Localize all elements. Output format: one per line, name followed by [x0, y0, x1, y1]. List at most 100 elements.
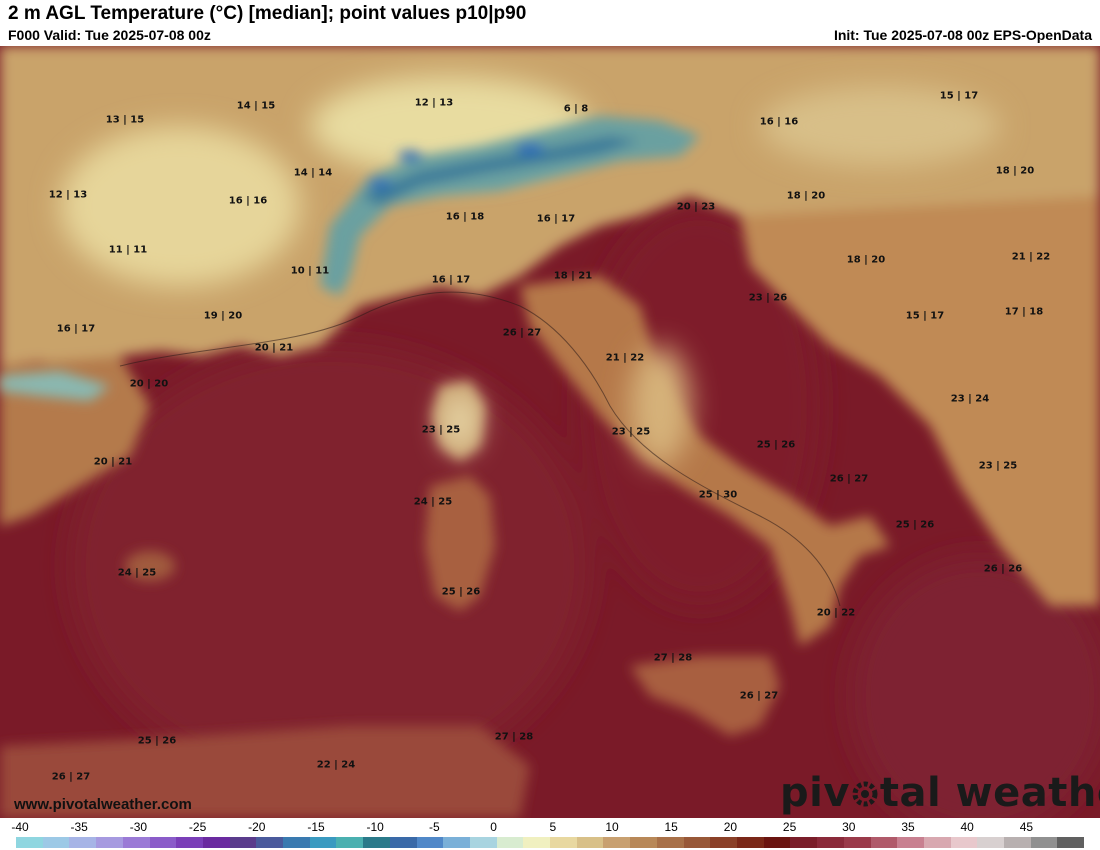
- colorbar-swatch: [897, 837, 924, 848]
- point-value-label: 20 | 21: [93, 456, 133, 468]
- colorbar-swatch: [443, 837, 470, 848]
- point-value-label: 16 | 16: [228, 195, 268, 207]
- map-canvas: [0, 46, 1100, 818]
- colorbar-swatch: [817, 837, 844, 848]
- colorbar-swatch: [603, 837, 631, 848]
- point-value-label: 10 | 11: [290, 265, 330, 277]
- point-value-label: 26 | 26: [983, 563, 1023, 575]
- colorbar-swatch: [229, 837, 257, 848]
- colorbar-swatch: [1004, 837, 1031, 848]
- colorbar-tick-label: 25: [782, 820, 797, 834]
- point-value-label: 14 | 15: [236, 100, 276, 112]
- point-value-label: 12 | 13: [414, 97, 454, 109]
- colorbar-swatch: [736, 837, 764, 848]
- gear-icon: [852, 781, 878, 807]
- colorbar-swatch: [469, 837, 497, 848]
- colorbar-swatch: [283, 837, 310, 848]
- point-value-label: 15 | 17: [905, 310, 945, 322]
- colorbar-swatch: [202, 837, 230, 848]
- colorbar: -40 -35 -30 -25 -20 -15 -10 -5 0 5 10 15 20 25 30 35 40 4…: [0, 818, 1100, 850]
- colorbar-swatch: [1030, 837, 1058, 848]
- point-value-label: 20 | 21: [254, 342, 294, 354]
- colorbar-swatch: [656, 837, 684, 848]
- colorbar-swatch: [363, 837, 390, 848]
- point-value-label: 14 | 14: [293, 167, 333, 179]
- point-value-label: 22 | 24: [316, 759, 356, 771]
- coastline: [119, 291, 841, 607]
- colorbar-swatch: [683, 837, 711, 848]
- point-value-label: 18 | 20: [846, 254, 886, 266]
- map-title: 2 m AGL Temperature (°C) [median]; point…: [8, 3, 527, 24]
- point-value-label: 11 | 11: [108, 244, 148, 256]
- colorbar-tick-label: -15: [307, 820, 325, 834]
- colorbar-swatch: [576, 837, 604, 848]
- point-value-label: 16 | 16: [759, 116, 799, 128]
- colorbar-swatch: [176, 837, 203, 848]
- point-value-label: 21 | 22: [605, 352, 645, 364]
- colorbar-swatch: [790, 837, 818, 848]
- colorbar-swatch: [309, 837, 337, 848]
- alps-region: [0, 116, 700, 401]
- colorbar-tick-label: 20: [723, 820, 738, 834]
- colorbar-tick-label: 30: [842, 820, 856, 834]
- colorbar-swatch: [96, 837, 123, 848]
- colorbar-tick-label: 15: [664, 820, 678, 834]
- colorbar-tick-label: 0: [490, 820, 497, 834]
- colorbar-tick-label: -20: [248, 820, 266, 834]
- colorbar-swatch: [42, 837, 70, 848]
- colorbar-tick-label: 45: [1019, 820, 1034, 834]
- point-value-label: 23 | 25: [421, 424, 461, 436]
- point-value-label: 13 | 15: [105, 114, 145, 126]
- point-value-label: 17 | 18: [1004, 306, 1044, 318]
- point-value-label: 18 | 20: [995, 165, 1035, 177]
- point-value-label: 18 | 21: [553, 270, 593, 282]
- colorbar-tick-label: 5: [549, 820, 557, 834]
- point-value-label: 24 | 25: [117, 567, 157, 579]
- colorbar-swatch: [389, 837, 417, 848]
- colorbar-swatch: [69, 837, 97, 848]
- point-value-label: 15 | 17: [939, 90, 979, 102]
- point-value-label: 26 | 27: [51, 771, 91, 783]
- colorbar-swatch: [256, 837, 284, 848]
- colorbar-swatch: [870, 837, 898, 848]
- point-value-label: 12 | 13: [48, 189, 88, 201]
- colorbar-swatch: [843, 837, 871, 848]
- point-value-label: 20 | 22: [816, 607, 856, 619]
- point-value-label: 20 | 23: [676, 201, 716, 213]
- colorbar-tick-label: -35: [70, 820, 88, 834]
- colorbar-swatch: [1057, 837, 1085, 848]
- point-value-label: 25 | 26: [895, 519, 935, 531]
- point-value-label: 27 | 28: [494, 731, 534, 743]
- colorbar-swatch: [923, 837, 951, 848]
- point-value-label: 23 | 25: [611, 426, 651, 438]
- colorbar-tick-label: -25: [188, 820, 207, 834]
- point-value-label: 25 | 26: [441, 586, 481, 598]
- point-value-label: 25 | 26: [137, 735, 177, 747]
- point-value-label: 23 | 24: [950, 393, 990, 405]
- colorbar-tick-label: -5: [429, 820, 440, 834]
- temperature-map[interactable]: 13 | 15 14 | 15 12 | 13 6 | 8 16 | 16 15 | 17…: [0, 46, 1100, 818]
- colorbar-swatch: [977, 837, 1005, 848]
- colorbar-tick-label: 10: [605, 820, 619, 834]
- colorbar-swatch: [122, 837, 150, 848]
- colorbar-swatch: [496, 837, 524, 848]
- header: 2 m AGL Temperature (°C) [median]; point…: [0, 0, 1100, 46]
- colorbar-swatch: [763, 837, 791, 848]
- colorbar-swatch: [550, 837, 577, 848]
- colorbar-tick-label: -10: [366, 820, 384, 834]
- colorbar-swatch: [630, 837, 657, 848]
- init-time: Init: Tue 2025-07-08 00z EPS-OpenData: [833, 27, 1092, 43]
- point-value-label: 16 | 17: [536, 213, 576, 225]
- colorbar-tick-label: -40: [11, 820, 29, 834]
- colorbar-swatch: [16, 837, 43, 848]
- valid-time: F000 Valid: Tue 2025-07-08 00z: [8, 27, 211, 43]
- point-value-label: 19 | 20: [203, 310, 243, 322]
- point-value-label: 27 | 28: [653, 652, 693, 664]
- point-value-label: 16 | 18: [445, 211, 485, 223]
- point-value-label: 25 | 30: [698, 489, 738, 501]
- colorbar-swatch: [523, 837, 551, 848]
- colorbar-tick-label: 35: [901, 820, 915, 834]
- point-value-label: 6 | 8: [563, 103, 589, 115]
